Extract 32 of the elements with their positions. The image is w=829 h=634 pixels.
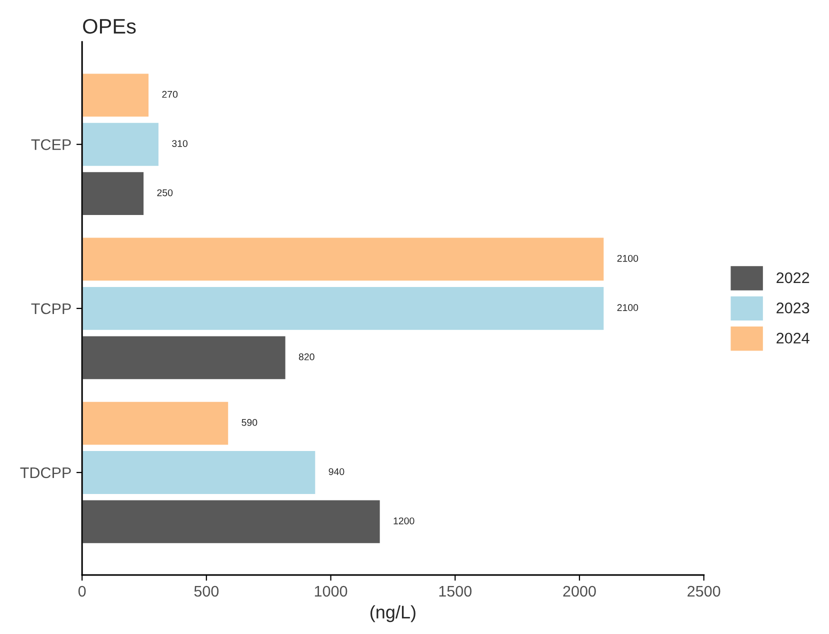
- data-label: 590: [242, 419, 258, 426]
- data-label: 2100: [617, 254, 638, 262]
- y-tick-label: TCPP: [31, 303, 71, 314]
- bar: [82, 122, 160, 168]
- legend-label: 2022: [776, 272, 810, 284]
- y-tick-label: TDCPP: [20, 467, 71, 478]
- data-label: 270: [162, 90, 178, 98]
- legend-label: 2024: [776, 332, 810, 344]
- chart-title: OPEs: [83, 18, 136, 34]
- legend-label: 2023: [776, 302, 810, 314]
- bar: [82, 498, 382, 545]
- data-label: 2100: [617, 304, 638, 312]
- data-label: 820: [298, 353, 314, 360]
- x-tick-label: 1000: [314, 586, 348, 597]
- bar: [82, 72, 150, 118]
- y-tick-label: TCEP: [31, 139, 71, 150]
- data-label: 1200: [394, 517, 414, 524]
- data-label: 250: [157, 189, 173, 196]
- bar: [82, 170, 145, 216]
- data-label: 310: [172, 140, 188, 147]
- bar: [82, 236, 606, 282]
- bar: [82, 334, 287, 380]
- x-tick-label: 500: [194, 586, 219, 597]
- bar: [82, 400, 230, 446]
- x-tick-label: 0: [78, 586, 86, 597]
- x-tick-label: 2500: [688, 586, 720, 597]
- x-tick-label: 2000: [563, 586, 596, 597]
- x-axis-title: (ng/L): [370, 605, 416, 622]
- bar: [82, 450, 317, 496]
- x-tick-label: 1500: [439, 586, 472, 597]
- data-label: 940: [328, 468, 344, 476]
- bar: [82, 286, 606, 332]
